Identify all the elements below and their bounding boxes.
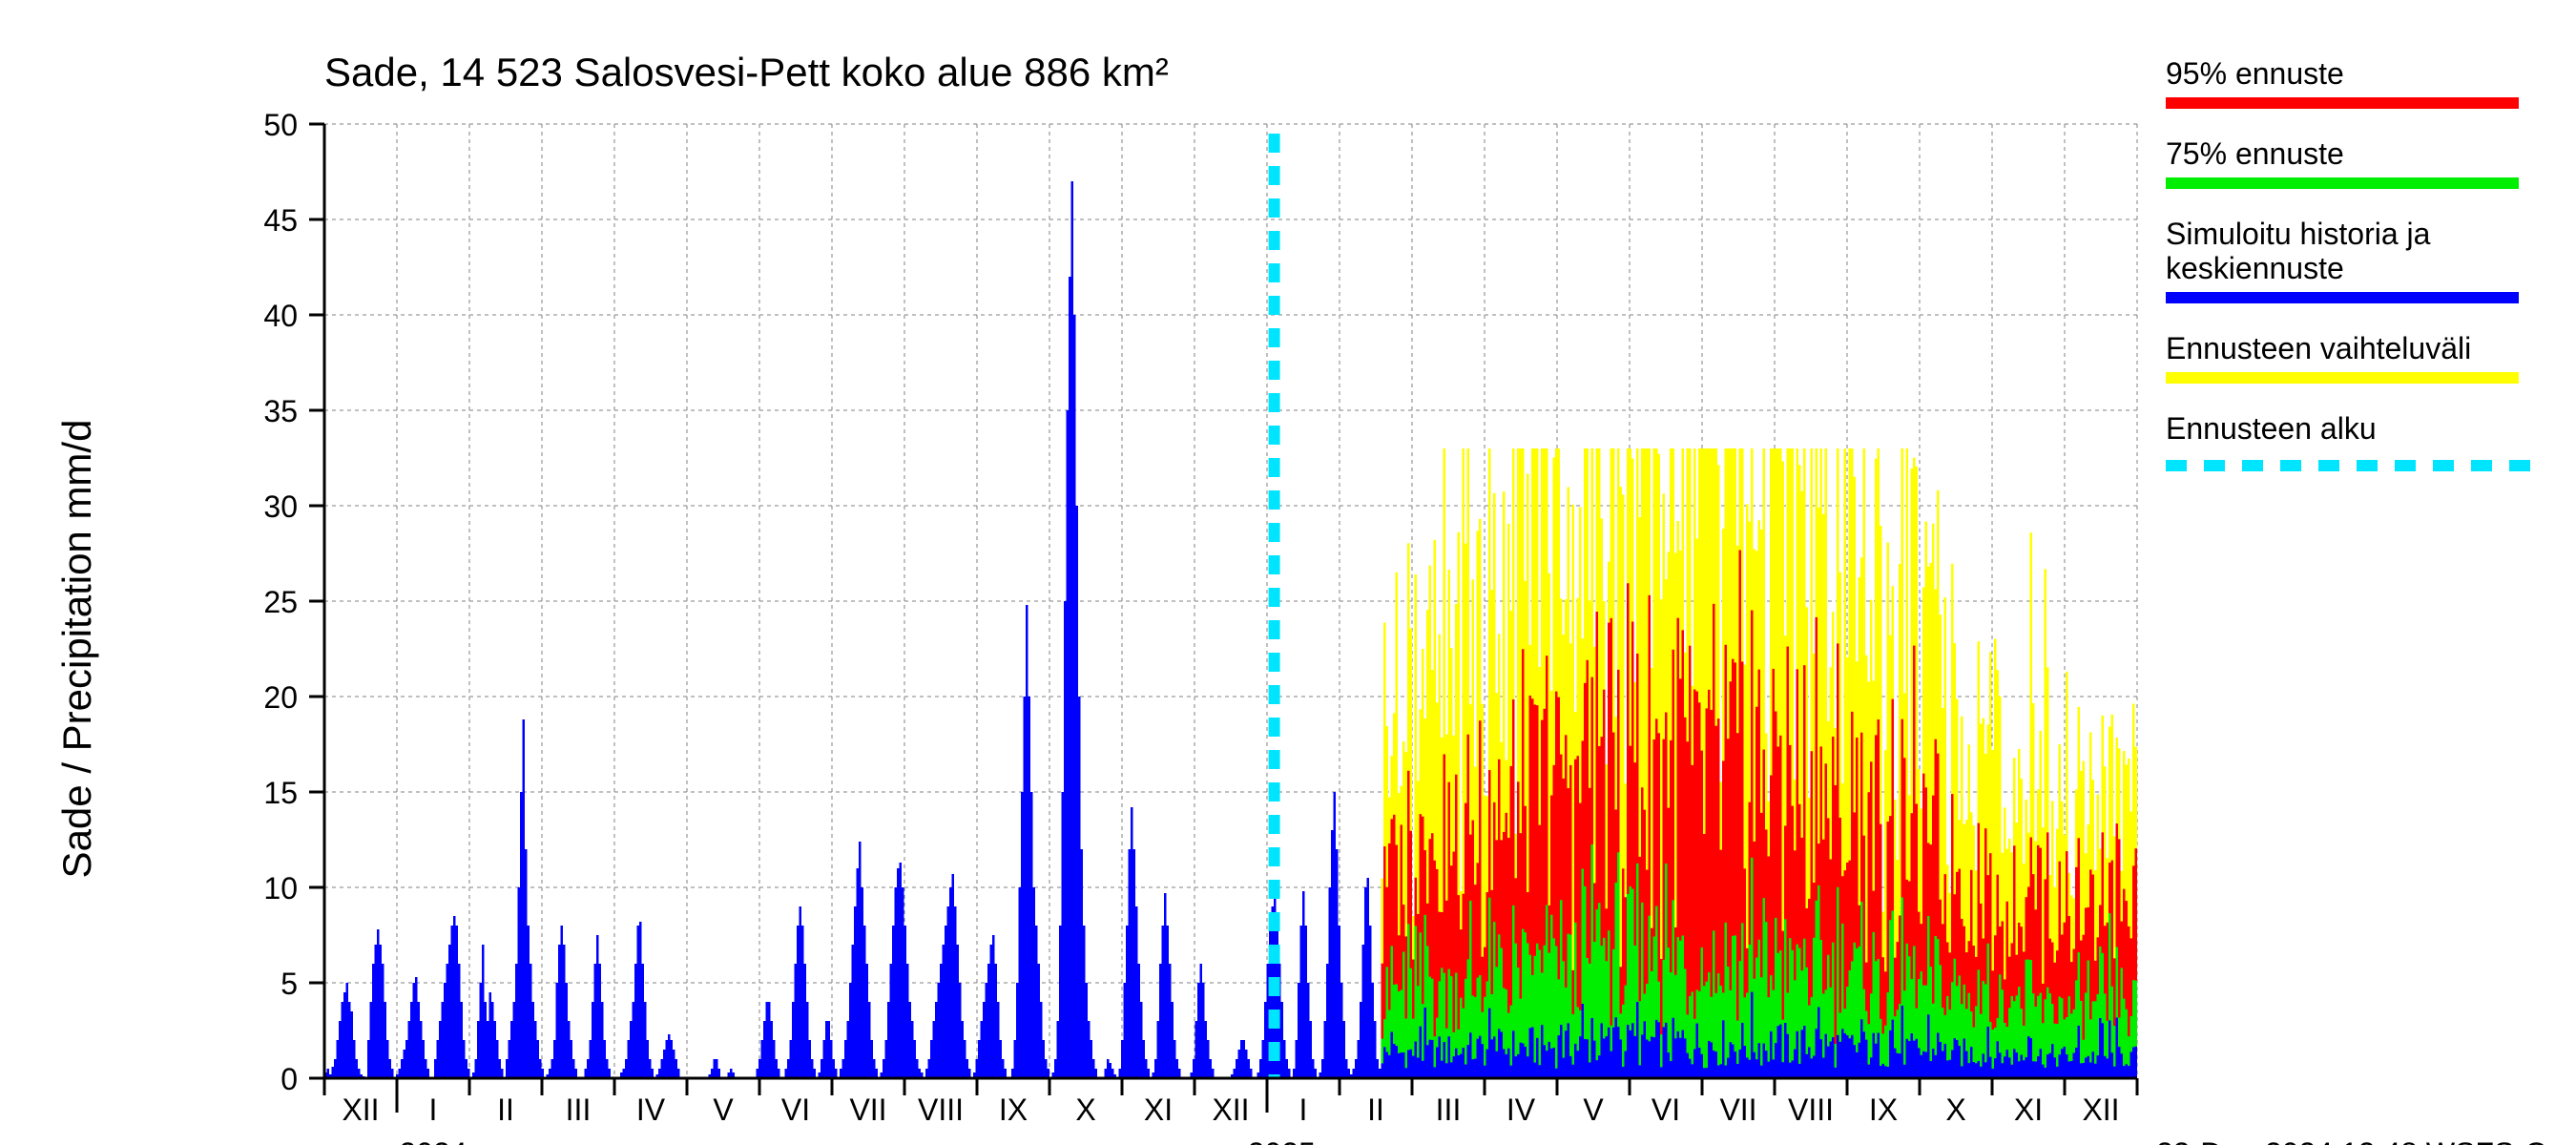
- xtick-month: X: [1075, 1093, 1095, 1127]
- xtick-month: XII: [342, 1093, 379, 1127]
- chart-svg: 05101520253035404550XIIIIIIIIIVVVIVIIVII…: [0, 0, 2576, 1145]
- xtick-year: 2024: [399, 1136, 467, 1145]
- xtick-month: VI: [1652, 1093, 1680, 1127]
- xtick-month: VI: [781, 1093, 810, 1127]
- legend-label: Simuloitu historia ja: [2166, 217, 2431, 251]
- xtick-month: II: [1367, 1093, 1384, 1127]
- xtick-month: X: [1945, 1093, 1965, 1127]
- xtick-month: II: [497, 1093, 514, 1127]
- ytick-label: 50: [263, 108, 298, 142]
- footer-timestamp: 23-Dec-2024 13:48 WSFS-O: [2156, 1136, 2548, 1145]
- bars: [324, 181, 2137, 1078]
- xtick-month: VIII: [1788, 1093, 1834, 1127]
- xtick-month: IX: [999, 1093, 1028, 1127]
- xtick-month: IV: [1506, 1093, 1536, 1127]
- xtick-month: VII: [849, 1093, 886, 1127]
- chart-title: Sade, 14 523 Salosvesi-Pett koko alue 88…: [324, 50, 1169, 94]
- ytick-label: 25: [263, 585, 298, 619]
- ytick-label: 15: [263, 776, 298, 810]
- legend-label: keskiennuste: [2166, 251, 2344, 285]
- ytick-label: 5: [280, 967, 298, 1001]
- ytick-label: 45: [263, 203, 298, 238]
- ytick-label: 30: [263, 489, 298, 524]
- xtick-month: XI: [2014, 1093, 2043, 1127]
- y-axis-label: Sade / Precipitation mm/d: [54, 420, 99, 879]
- xtick-month: III: [1436, 1093, 1462, 1127]
- precipitation-chart: 05101520253035404550XIIIIIIIIIVVVIVIIVII…: [0, 0, 2576, 1145]
- xtick-month: IX: [1869, 1093, 1898, 1127]
- ytick-label: 35: [263, 394, 298, 428]
- xtick-month: XI: [1144, 1093, 1173, 1127]
- xtick-month: VII: [1719, 1093, 1756, 1127]
- legend-label: 75% ennuste: [2166, 136, 2344, 171]
- xtick-month: V: [1583, 1093, 1604, 1127]
- legend-label: 95% ennuste: [2166, 56, 2344, 91]
- xtick-month: VIII: [918, 1093, 964, 1127]
- legend-label: Ennusteen vaihteluväli: [2166, 331, 2471, 365]
- xtick-month: V: [713, 1093, 734, 1127]
- xtick-month: XII: [2082, 1093, 2119, 1127]
- xtick-month: III: [566, 1093, 592, 1127]
- ytick-label: 10: [263, 871, 298, 906]
- xtick-month: XII: [1212, 1093, 1249, 1127]
- xtick-month: I: [429, 1093, 438, 1127]
- ytick-label: 40: [263, 299, 298, 333]
- xtick-month: IV: [636, 1093, 666, 1127]
- legend-label: Ennusteen alku: [2166, 411, 2377, 446]
- xtick-year: 2025: [1248, 1136, 1316, 1145]
- ytick-label: 20: [263, 680, 298, 715]
- ytick-label: 0: [280, 1062, 298, 1096]
- xtick-month: I: [1299, 1093, 1308, 1127]
